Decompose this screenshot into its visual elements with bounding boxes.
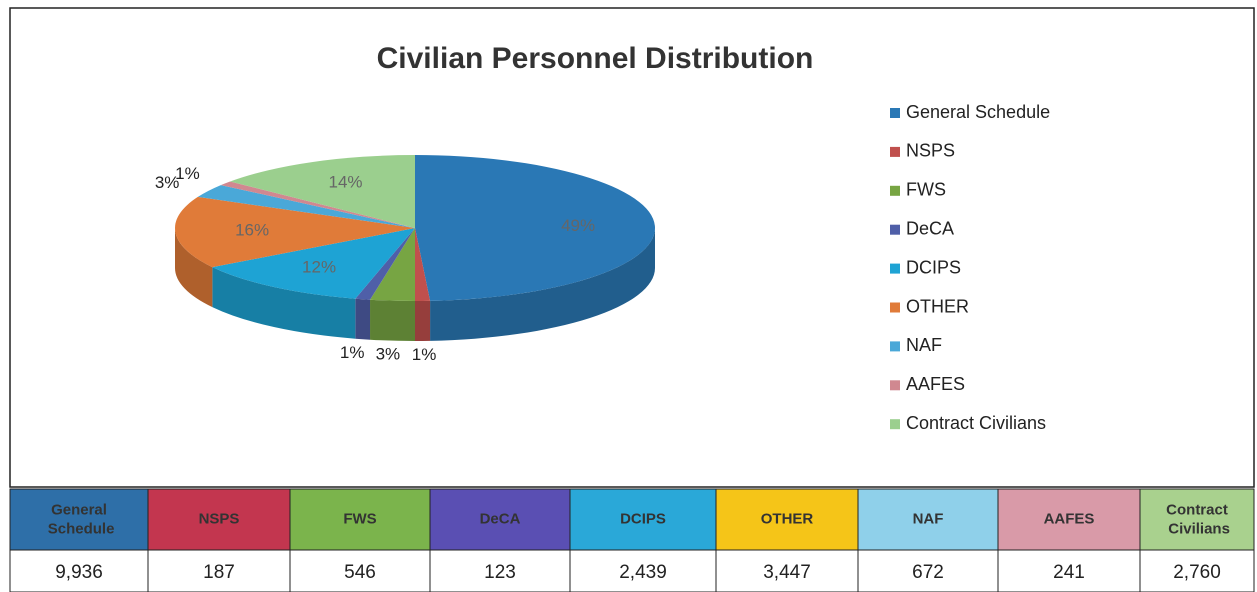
table-cell — [1139, 549, 1255, 592]
table-cell-value: 672 — [912, 562, 944, 583]
data-label: 1% — [412, 345, 437, 364]
table-header-label: NAF — [913, 510, 944, 527]
table-header-cell — [997, 488, 1141, 551]
table-header-cell — [9, 488, 149, 551]
pie-slice — [220, 181, 415, 228]
legend-swatch — [890, 341, 900, 352]
table-header-label: NSPS — [199, 510, 240, 527]
table-cell-value: 2,760 — [1173, 562, 1221, 583]
table-header-cell — [715, 488, 859, 551]
table-header-label: AAFES — [1044, 510, 1095, 527]
legend-swatch — [890, 419, 900, 430]
pie-slice-side — [175, 228, 213, 308]
table-cell-value: 9,936 — [55, 562, 103, 583]
pie-slice — [370, 228, 415, 301]
data-label: 3% — [376, 345, 401, 364]
legend-label: DeCA — [906, 218, 954, 238]
pie-slice-side — [370, 299, 415, 341]
pie-slice-side — [415, 300, 431, 341]
pie-slice — [355, 228, 415, 300]
legend-label: OTHER — [906, 296, 969, 316]
legend-swatch — [890, 302, 900, 313]
legend-label: General Schedule — [906, 102, 1050, 122]
table-cell-value: 123 — [484, 562, 516, 583]
legend-label: DCIPS — [906, 257, 961, 277]
pie-slice — [197, 185, 415, 228]
data-label: 1% — [340, 343, 365, 362]
table-cell-value: 241 — [1053, 562, 1085, 583]
table-header-cell — [569, 488, 717, 551]
data-label: 12% — [302, 258, 336, 277]
data-label: 14% — [328, 173, 362, 192]
data-label: 16% — [235, 221, 269, 240]
data-label: 1% — [175, 164, 200, 183]
table-header-cell — [429, 488, 571, 551]
data-label: 3% — [155, 173, 180, 192]
legend-label: FWS — [906, 180, 946, 200]
table-cell — [429, 549, 571, 592]
pie-slice — [230, 155, 415, 228]
table-header-label: FWS — [343, 510, 376, 527]
legend-label: AAFES — [906, 374, 965, 394]
pie-slice — [415, 155, 656, 301]
table-header-label: DCIPS — [620, 510, 666, 527]
table-cell-value: 2,439 — [619, 562, 667, 583]
legend-swatch — [890, 146, 900, 157]
table-cell — [147, 549, 291, 592]
table-cell — [569, 549, 717, 592]
legend-label: NAF — [906, 335, 942, 355]
table-cell-value: 3,447 — [763, 562, 811, 583]
table-header-label: Contract Civilians — [1164, 501, 1230, 537]
chart-title: Civilian Personnel Distribution — [377, 42, 814, 75]
legend-swatch — [890, 108, 900, 118]
table-header-label: DeCA — [480, 510, 521, 527]
table-cell — [997, 549, 1141, 592]
table-header-cell — [289, 488, 431, 551]
table-cell-value: 187 — [203, 562, 235, 583]
table-cell — [857, 549, 999, 592]
pie-slice-side — [212, 267, 356, 339]
legend-swatch — [890, 263, 900, 274]
legend-swatch — [890, 185, 900, 196]
pie-slice-side — [430, 228, 655, 341]
table-header-cell — [1139, 488, 1255, 551]
table-header-label: OTHER — [761, 510, 814, 527]
legend-swatch — [890, 224, 900, 235]
pie-slice-side — [355, 298, 371, 340]
data-label: 49% — [561, 216, 595, 235]
table-header-cell — [147, 488, 291, 551]
table-header-cell — [857, 488, 999, 551]
pie-slice — [212, 228, 415, 299]
legend-label: NSPS — [906, 141, 955, 161]
table-header-label: General Schedule — [44, 501, 115, 537]
table-cell-value: 546 — [344, 562, 376, 583]
legend-swatch — [890, 380, 900, 391]
pie-slice — [415, 228, 431, 301]
pie-slice — [175, 196, 415, 268]
legend-label: Contract Civilians — [906, 413, 1046, 433]
